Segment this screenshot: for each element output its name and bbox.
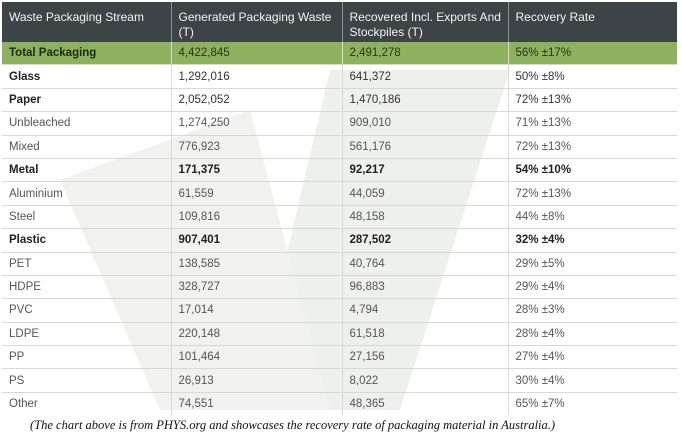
table-row: Total Packaging 4,422,845 2,491,278 56% ±17…: [2, 42, 677, 65]
cell-generated: 74,551: [171, 391, 343, 416]
cell-generated: 109,816: [171, 204, 343, 229]
source-caption: (The chart above is from PHYS.org and sh…: [30, 418, 556, 432]
table-row: PET 138,585 40,764 29% ±5%: [2, 251, 677, 276]
cell-rate: 27% ±4%: [508, 345, 677, 369]
cell-generated: 4,422,845: [171, 42, 343, 65]
cell-generated: 26,913: [171, 368, 343, 393]
cell-stream: Paper: [2, 87, 172, 112]
cell-generated: 101,464: [171, 345, 343, 369]
cell-rate: 29% ±4%: [508, 274, 677, 299]
cell-rate: 29% ±5%: [508, 251, 677, 276]
table-row: PS 26,913 8,022 30% ±4%: [2, 368, 677, 393]
cell-stream: PS: [2, 368, 172, 393]
cell-recovered: 27,156: [342, 345, 509, 369]
cell-generated: 61,559: [171, 181, 343, 206]
cell-recovered: 61,518: [342, 321, 509, 346]
cell-generated: 138,585: [171, 251, 343, 276]
cell-rate: 54% ±10%: [508, 157, 677, 182]
cell-generated: 171,375: [171, 157, 343, 182]
header-rate: Recovery Rate: [508, 2, 677, 42]
cell-recovered: 44,059: [342, 181, 509, 206]
cell-stream: Glass: [2, 64, 172, 89]
cell-stream: PP: [2, 345, 172, 369]
cell-stream: Aluminium: [2, 181, 172, 206]
table-row: Plastic 907,401 287,502 32% ±4%: [2, 228, 677, 253]
table-row: Unbleached 1,274,250 909,010 71% ±13%: [2, 111, 677, 136]
cell-generated: 17,014: [171, 298, 343, 323]
cell-stream: Steel: [2, 204, 172, 229]
cell-recovered: 92,217: [342, 157, 509, 182]
cell-recovered: 8,022: [342, 368, 509, 393]
cell-recovered: 2,491,278: [342, 42, 509, 65]
packaging-recovery-table: Waste Packaging Stream Generated Packagi…: [2, 2, 677, 416]
table-row: LDPE 220,148 61,518 28% ±4%: [2, 321, 677, 346]
cell-rate: 50% ±8%: [508, 64, 677, 89]
cell-recovered: 48,365: [342, 391, 509, 416]
cell-recovered: 40,764: [342, 251, 509, 276]
cell-rate: 32% ±4%: [508, 228, 677, 253]
table-row: Aluminium 61,559 44,059 72% ±13%: [2, 181, 677, 206]
cell-recovered: 909,010: [342, 111, 509, 136]
cell-rate: 72% ±13%: [508, 134, 677, 159]
cell-rate: 28% ±4%: [508, 321, 677, 346]
cell-rate: 44% ±8%: [508, 204, 677, 229]
cell-stream: HDPE: [2, 274, 172, 299]
table-row: Paper 2,052,052 1,470,186 72% ±13%: [2, 87, 677, 112]
cell-recovered: 48,158: [342, 204, 509, 229]
cell-rate: 71% ±13%: [508, 111, 677, 136]
table-row: Other 74,551 48,365 65% ±7%: [2, 391, 677, 416]
cell-recovered: 287,502: [342, 228, 509, 253]
cell-stream: Plastic: [2, 228, 172, 253]
table-row: Glass 1,292,016 641,372 50% ±8%: [2, 64, 677, 89]
cell-recovered: 4,794: [342, 298, 509, 323]
cell-recovered: 96,883: [342, 274, 509, 299]
cell-rate: 72% ±13%: [508, 87, 677, 112]
table-row: PP 101,464 27,156 27% ±4%: [2, 345, 677, 369]
cell-generated: 328,727: [171, 274, 343, 299]
cell-generated: 2,052,052: [171, 87, 343, 112]
cell-generated: 776,923: [171, 134, 343, 159]
cell-rate: 72% ±13%: [508, 181, 677, 206]
header-generated: Generated Packaging Waste (T): [171, 2, 343, 42]
cell-stream: PET: [2, 251, 172, 276]
cell-stream: PVC: [2, 298, 172, 323]
cell-rate: 30% ±4%: [508, 368, 677, 393]
cell-generated: 1,274,250: [171, 111, 343, 136]
header-stream: Waste Packaging Stream: [2, 2, 172, 42]
table-header: Waste Packaging Stream Generated Packagi…: [2, 2, 677, 42]
cell-stream: Other: [2, 391, 172, 416]
cell-stream: Unbleached: [2, 111, 172, 136]
cell-generated: 220,148: [171, 321, 343, 346]
cell-stream: LDPE: [2, 321, 172, 346]
cell-stream: Total Packaging: [2, 42, 172, 65]
cell-generated: 1,292,016: [171, 64, 343, 89]
cell-generated: 907,401: [171, 228, 343, 253]
table-row: HDPE 328,727 96,883 29% ±4%: [2, 274, 677, 299]
cell-recovered: 561,176: [342, 134, 509, 159]
table-row: Steel 109,816 48,158 44% ±8%: [2, 204, 677, 229]
cell-rate: 56% ±17%: [508, 42, 677, 65]
table-body: Total Packaging 4,422,845 2,491,278 56% ±17…: [2, 42, 677, 416]
cell-rate: 65% ±7%: [508, 391, 677, 416]
table-row: Mixed 776,923 561,176 72% ±13%: [2, 134, 677, 159]
cell-rate: 28% ±3%: [508, 298, 677, 323]
table-row: Metal 171,375 92,217 54% ±10%: [2, 157, 677, 182]
cell-recovered: 641,372: [342, 64, 509, 89]
table-row: PVC 17,014 4,794 28% ±3%: [2, 298, 677, 323]
cell-stream: Metal: [2, 157, 172, 182]
header-row: Waste Packaging Stream Generated Packagi…: [2, 2, 677, 42]
cell-stream: Mixed: [2, 134, 172, 159]
header-recovered: Recovered Incl. Exports And Stockpiles (…: [342, 2, 509, 42]
cell-recovered: 1,470,186: [342, 87, 509, 112]
